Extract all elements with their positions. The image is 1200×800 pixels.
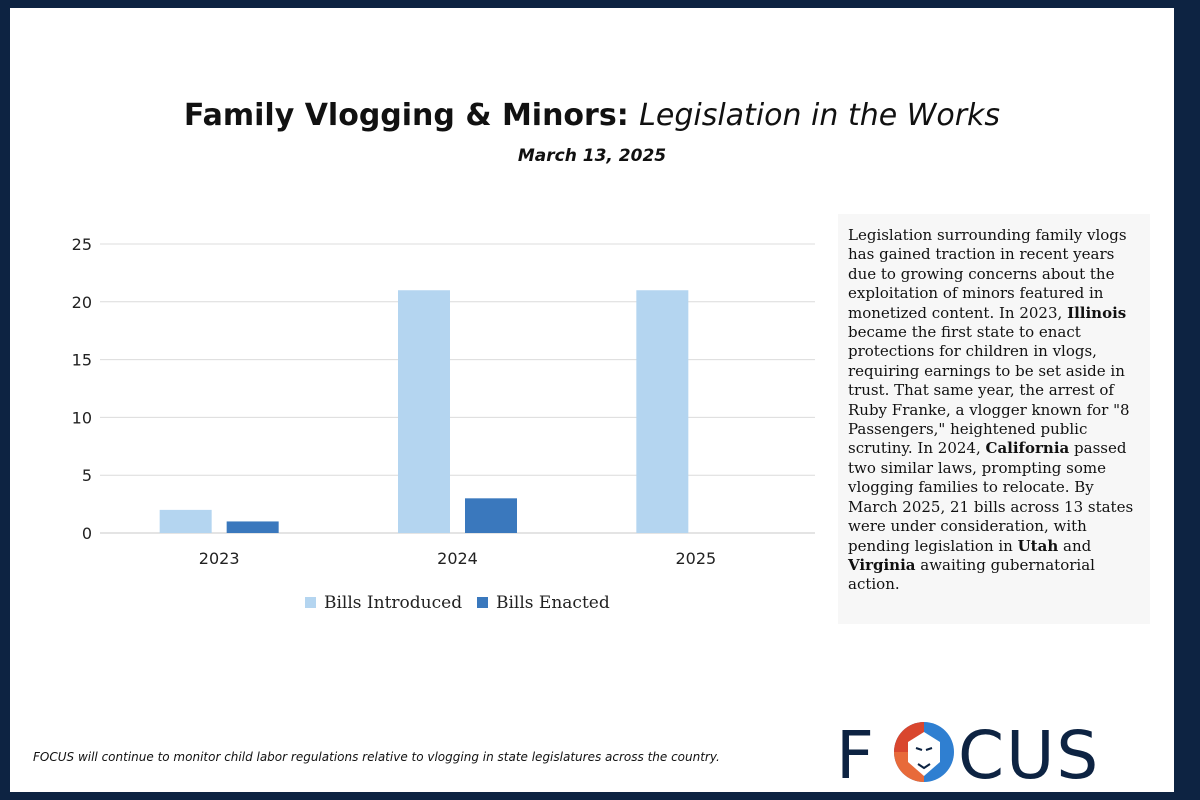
page-title: Family Vlogging & Minors: Legislation in… (10, 98, 1174, 133)
bar-bills-introduced (636, 290, 689, 533)
date-subtitle: March 13, 2025 (517, 146, 667, 166)
x-tick-label: 2024 (437, 549, 478, 568)
focus-logo: F CUS (836, 717, 1100, 788)
footnote: FOCUS will continue to monitor child lab… (33, 750, 720, 764)
summary-bold-illinois: Illinois (1067, 303, 1127, 322)
title-italic: Legislation in the Works (639, 98, 1001, 133)
summary-textbox: Legislation surrounding family vlogs has… (838, 214, 1150, 624)
x-tick-label: 2025 (675, 549, 716, 568)
y-tick-label: 20 (72, 293, 92, 312)
summary-bold-virginia: Virginia (848, 555, 916, 574)
y-tick-label: 5 (82, 466, 92, 485)
legend-swatch (305, 597, 316, 608)
bar-bills-enacted (465, 498, 517, 533)
summary-bold-utah: Utah (1017, 536, 1059, 555)
bar-bills-enacted (226, 521, 279, 533)
y-tick-label: 10 (72, 408, 92, 427)
logo-letter-f: F (836, 717, 876, 788)
legend-label: Bills Enacted (496, 593, 610, 613)
summary-text-5: awaiting gubernatorial action. (848, 555, 1095, 594)
summary-text-4: and (1058, 536, 1092, 555)
bar-bills-introduced (159, 509, 212, 533)
slide-frame: Family Vlogging & Minors: Legislation in… (10, 8, 1174, 792)
x-tick-label: 2023 (199, 549, 240, 568)
logo-letters-cus: CUS (958, 717, 1100, 788)
y-tick-label: 0 (82, 524, 92, 543)
summary-text-1: Legislation surrounding family vlogs has… (848, 226, 1127, 322)
summary-bold-california: California (985, 439, 1070, 458)
bar-bills-introduced (398, 290, 450, 533)
y-tick-label: 15 (72, 351, 92, 370)
summary-text-3: passed two similar laws, prompting some … (848, 439, 1134, 555)
legend-swatch (477, 597, 488, 608)
title-bold: Family Vlogging & Minors: (183, 98, 629, 133)
y-tick-label: 25 (72, 235, 92, 254)
summary-text-2: became the first state to enact protecti… (848, 323, 1130, 458)
legend-label: Bills Introduced (324, 593, 462, 613)
lion-icon (894, 722, 954, 782)
